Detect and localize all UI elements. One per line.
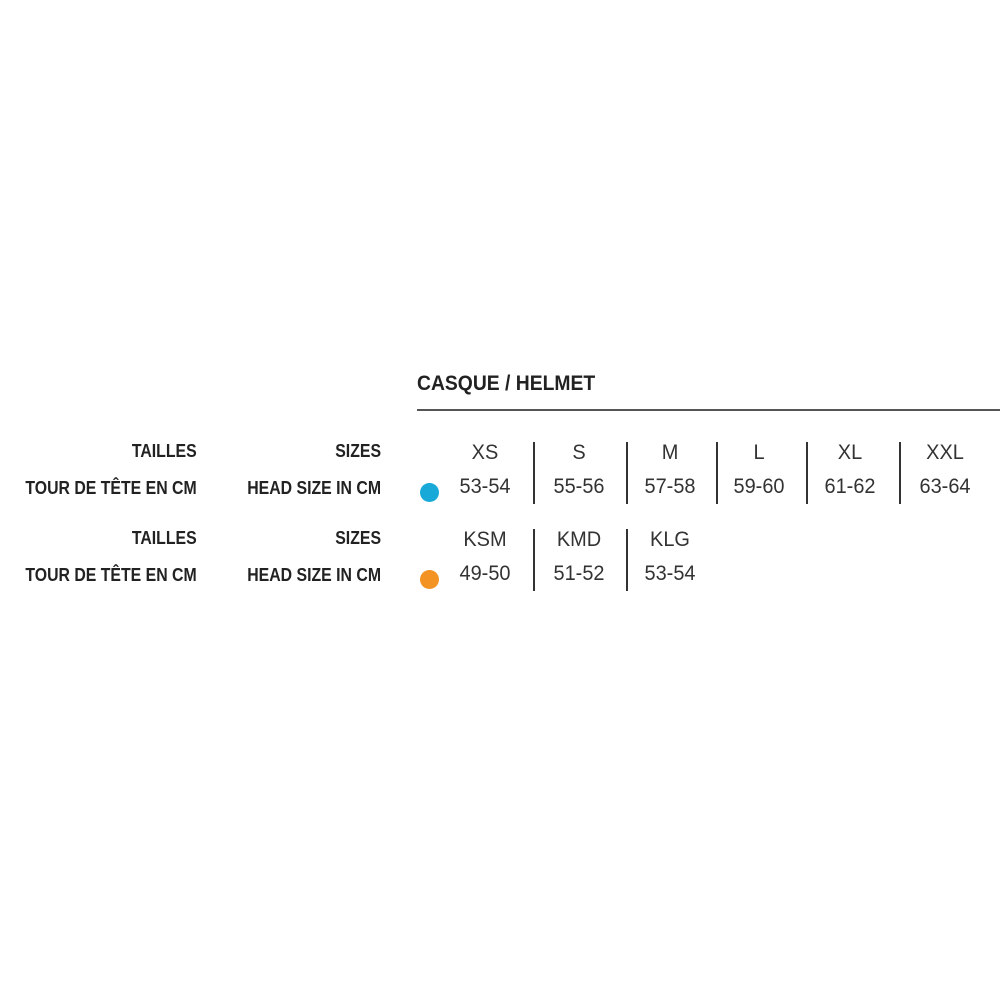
size-label: XS <box>471 441 499 464</box>
label-head-size: HEAD SIZE IN CM <box>247 478 381 498</box>
orange-dot-icon <box>420 570 439 589</box>
label-tour-de-tete: TOUR DE TÊTE EN CM <box>25 565 197 585</box>
size-label: S <box>572 441 586 464</box>
head-size-value: 57-58 <box>644 475 696 498</box>
cyan-dot-icon <box>420 483 439 502</box>
head-size-value: 59-60 <box>733 475 785 498</box>
column-divider <box>533 442 535 504</box>
column-divider <box>626 529 628 591</box>
label-sizes: SIZES <box>335 441 381 461</box>
label-tour-de-tete: TOUR DE TÊTE EN CM <box>25 478 197 498</box>
label-tailles: TAILLES <box>132 528 197 548</box>
head-size-value: 49-50 <box>459 562 511 585</box>
head-size-value: 55-56 <box>553 475 605 498</box>
head-size-value: 63-64 <box>919 475 971 498</box>
head-size-value: 53-54 <box>644 562 696 585</box>
size-label: L <box>753 441 765 464</box>
column-divider <box>626 442 628 504</box>
head-size-value: 53-54 <box>459 475 511 498</box>
head-size-value: 51-52 <box>553 562 605 585</box>
column-divider <box>899 442 901 504</box>
size-label: KSM <box>463 528 507 551</box>
column-divider <box>716 442 718 504</box>
size-label: XL <box>837 441 863 464</box>
title-divider <box>417 409 1000 411</box>
label-sizes: SIZES <box>335 528 381 548</box>
head-size-value: 61-62 <box>824 475 876 498</box>
label-tailles: TAILLES <box>132 441 197 461</box>
column-divider <box>806 442 808 504</box>
section-title: CASQUE / HELMET <box>417 372 596 395</box>
size-label: KLG <box>650 528 690 551</box>
size-label: KMD <box>556 528 602 551</box>
size-label: M <box>661 441 679 464</box>
column-divider <box>533 529 535 591</box>
size-label: XXL <box>926 441 964 464</box>
label-head-size: HEAD SIZE IN CM <box>247 565 381 585</box>
